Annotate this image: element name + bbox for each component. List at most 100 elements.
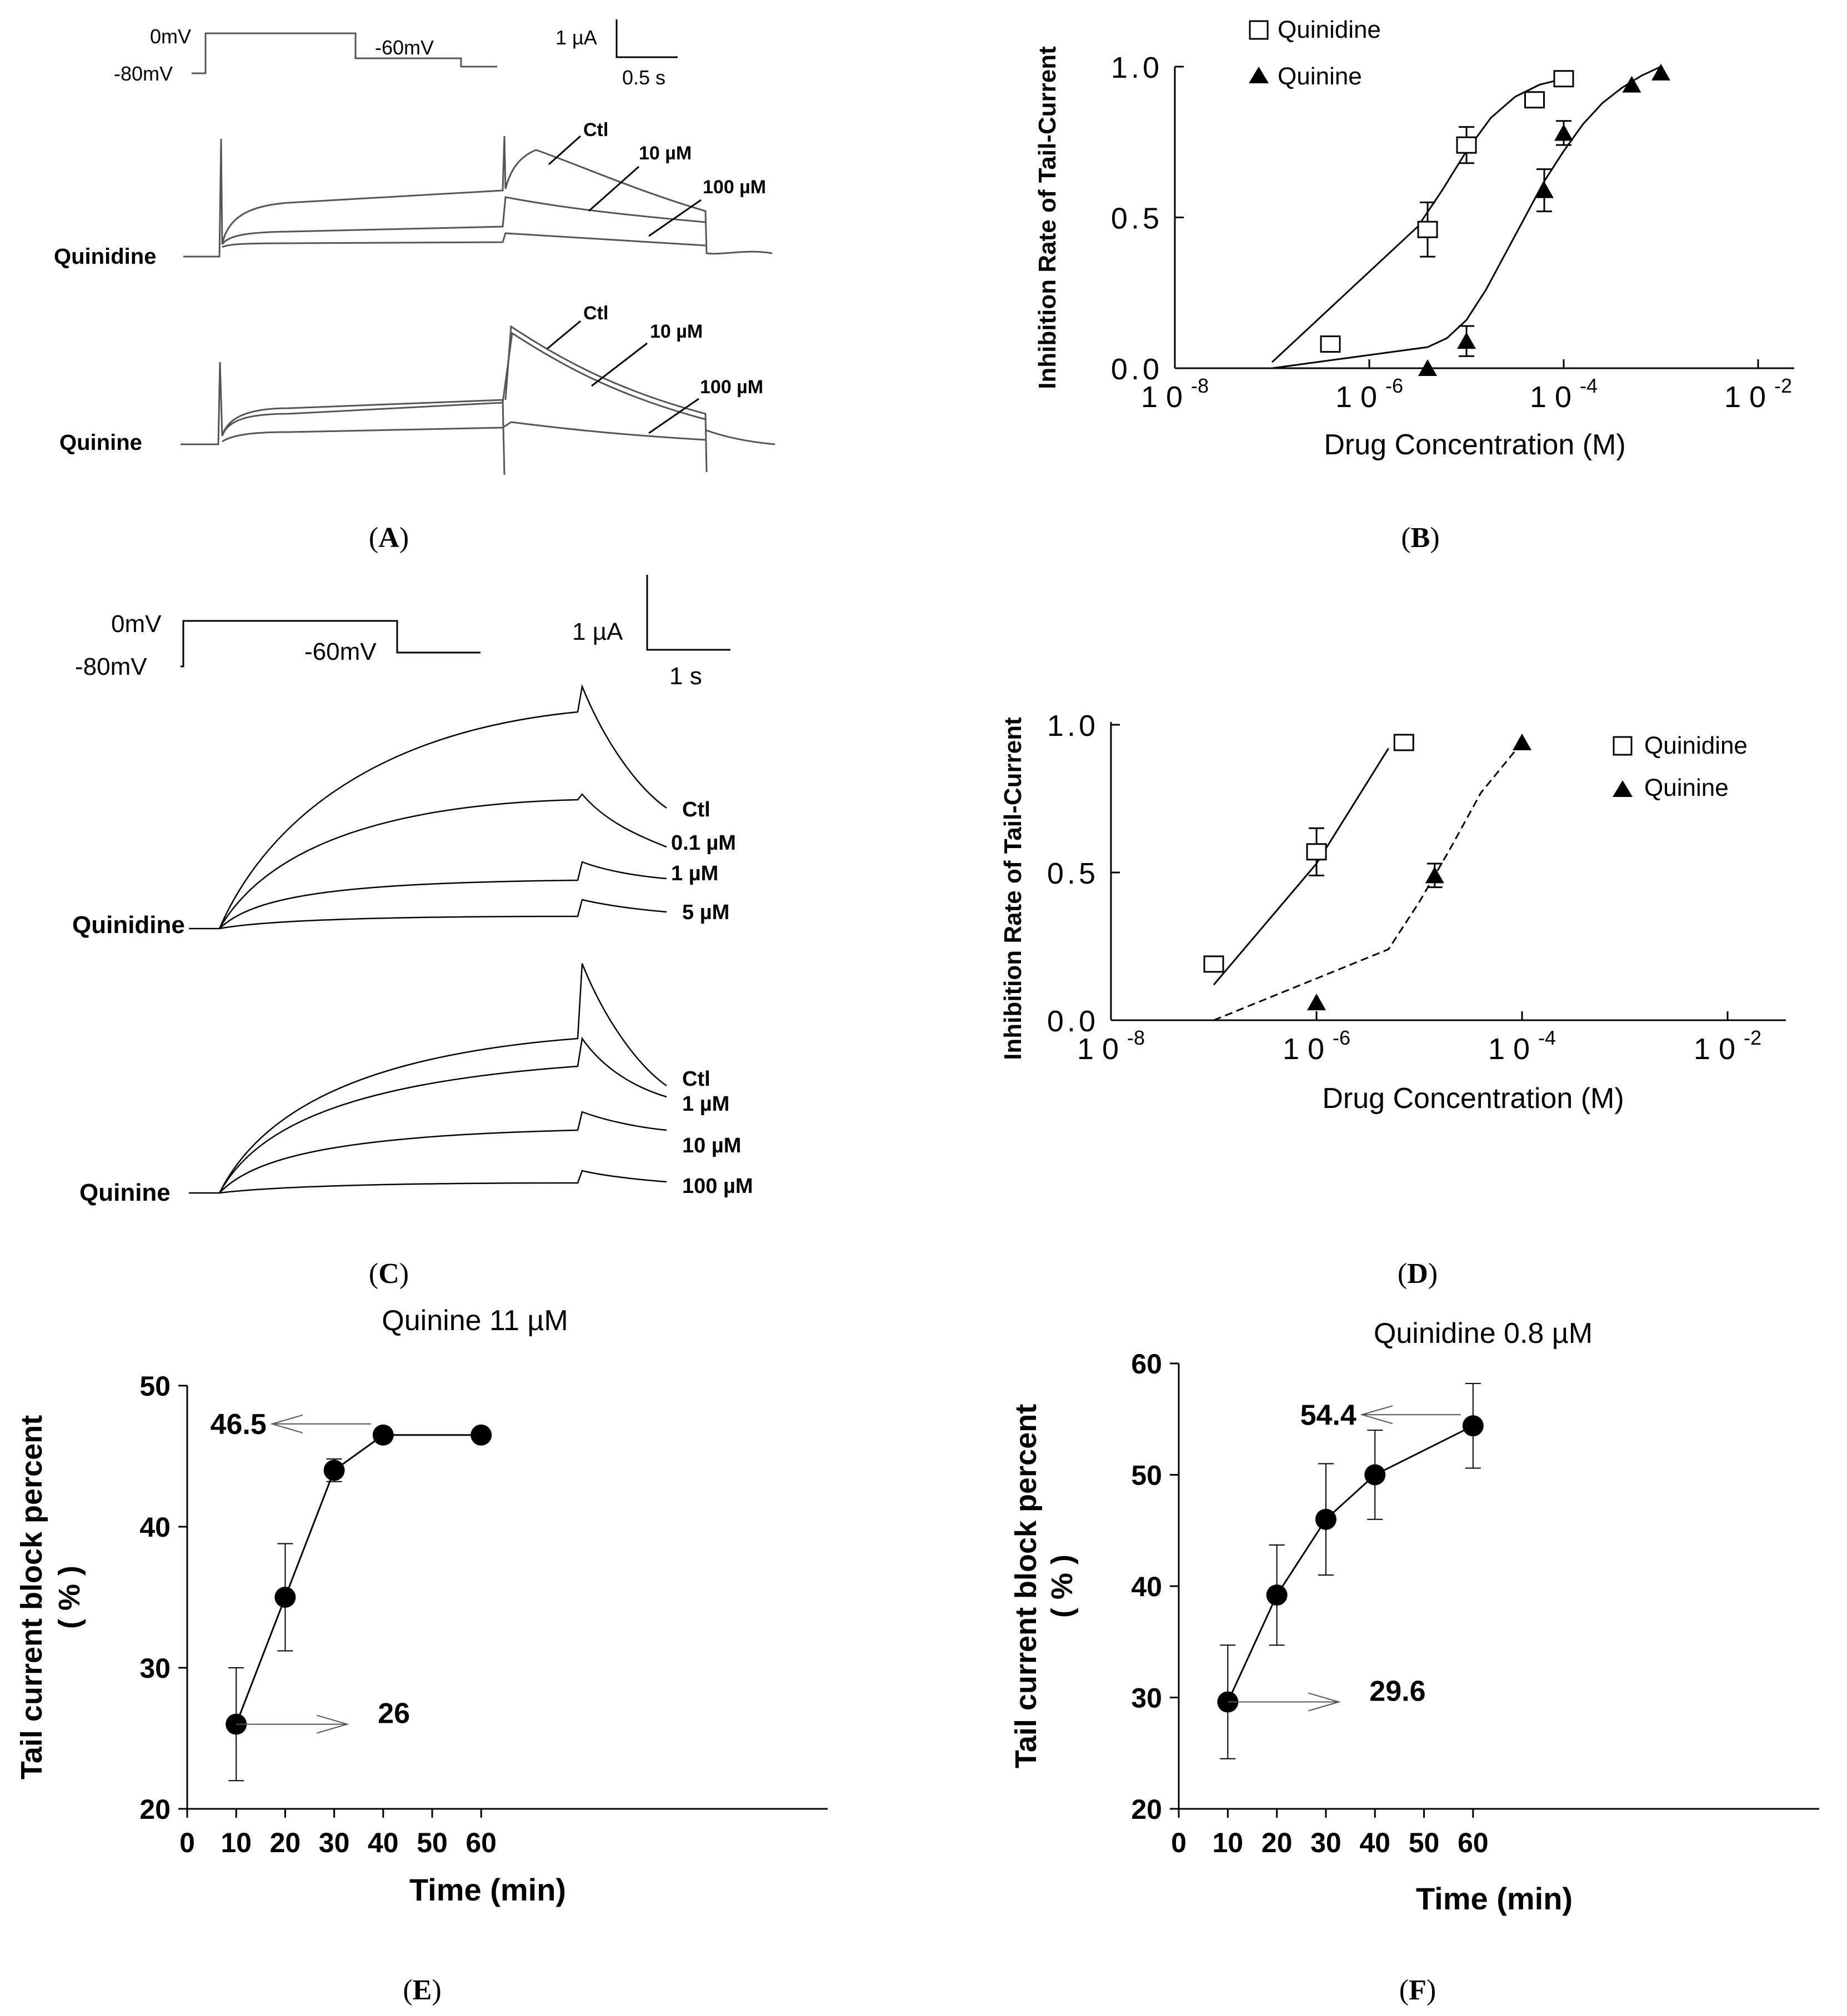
d-axes	[1110, 722, 1786, 1021]
c-scale-bar	[646, 575, 730, 651]
b-point-quinidine	[1524, 91, 1545, 109]
f-y-axis-unit: ( % )	[1045, 1554, 1079, 1618]
e-data-point	[372, 1424, 394, 1446]
b-y-axis-label: Inhibition Rate of Tail-Current	[1034, 46, 1061, 389]
a-voltage-protocol	[192, 32, 497, 74]
e-xtick-label: 50	[417, 1827, 448, 1858]
f-data-point	[1266, 1584, 1288, 1606]
f-xtick-label: 30	[1310, 1827, 1342, 1858]
a-quinidine-trace-10	[221, 196, 706, 245]
c-quinine-trace-10	[219, 1111, 667, 1193]
f-chart-title: Quinidine 0.8 µM	[1374, 1317, 1593, 1350]
b-legend-marker-quinine	[1249, 67, 1269, 83]
d-legend-label-quinine: Quinine	[1644, 774, 1729, 801]
d-point-quinidine	[1393, 734, 1414, 751]
f-ytick-label: 20	[1131, 1794, 1162, 1825]
f-ticks: 20 30 40 50 60 0 10 20 30 40 50 60	[1131, 1348, 1488, 1858]
c-quinine-label-ctl: Ctl	[682, 1067, 710, 1091]
f-y-axis-label: Tail current block percent	[1009, 1404, 1043, 1768]
b-legend-label-quinine: Quinine	[1278, 63, 1362, 90]
a-quinine-traces	[181, 325, 775, 475]
d-fit-quinine	[1213, 741, 1523, 1021]
d-xtick-exponent: -8	[1127, 1026, 1145, 1049]
e-xtick-label: 40	[368, 1827, 399, 1858]
f-data-point	[1315, 1508, 1337, 1530]
c-quinine-label-1: 1 µM	[682, 1092, 729, 1116]
b-point-quinine	[1535, 181, 1554, 198]
c-scale-current: 1 µA	[572, 618, 623, 645]
f-annotation-label: 29.6	[1369, 1676, 1425, 1708]
f-series-line	[1227, 1425, 1474, 1703]
b-point-quinidine	[1320, 335, 1341, 353]
b-legend-label-quinidine: Quinidine	[1278, 16, 1381, 43]
f-xtick-label: 60	[1458, 1827, 1489, 1858]
f-marks: 29.6 54.4	[1217, 1383, 1484, 1759]
c-quinine-trace-1	[218, 1036, 667, 1193]
a-quinidine-arrow-ctl	[548, 135, 582, 166]
e-ytick-label: 20	[139, 1794, 171, 1825]
b-marks	[1271, 63, 1670, 376]
a-quinidine-label-100: 100 µM	[703, 177, 766, 198]
d-x-axis-label: Drug Concentration (M)	[1322, 1082, 1624, 1115]
a-quinidine-label-ctl: Ctl	[583, 119, 608, 141]
e-y-axis-label: Tail current block percent	[15, 1415, 48, 1779]
d-xtick-label: 1 0 -2	[1694, 1026, 1761, 1066]
f-x-axis-label: Time (min)	[1416, 1881, 1573, 1916]
a-quinine-trace-10	[221, 332, 706, 437]
b-ytick-label: 0.0	[1111, 353, 1163, 386]
a-quinine-label-ctl: Ctl	[583, 303, 608, 324]
a-quinine-label-100: 100 µM	[700, 377, 763, 398]
d-legend-label-quinidine: Quinidine	[1644, 732, 1748, 759]
b-ytick-label: 1.0	[1111, 51, 1163, 84]
b-xtick-label: 1 0 -2	[1724, 374, 1792, 414]
panel-e-chart: Quinine 11 µM 20 30 40 50 0 10 20 30 40 50 60 26 46…	[15, 1305, 828, 2006]
d-xtick-exponent: -2	[1744, 1026, 1761, 1049]
c-quinidine-label: Quinidine	[72, 911, 185, 939]
c-quinine-label-10: 10 µM	[682, 1134, 741, 1157]
f-xtick-label: 20	[1262, 1827, 1293, 1858]
d-point-quinidine	[1306, 843, 1327, 861]
b-ytick-label: 0.5	[1111, 202, 1163, 235]
d-ticks: 0.0 0.5 1.0 1 0 -8 1 0 -6 1 0 -4 1 0 -2	[1047, 709, 1761, 1066]
d-legend-marker-quinidine	[1613, 736, 1633, 756]
e-xtick-label: 10	[221, 1827, 252, 1858]
c-quinidine-label-5: 5 µM	[682, 901, 729, 924]
f-xtick-label: 50	[1409, 1827, 1440, 1858]
panel-a: 0mV -80mV -60mV 1 µA 0.5 s Quinidine Ctl…	[54, 19, 775, 554]
b-point-quinidine	[1417, 220, 1438, 238]
a-caption: (A)	[369, 522, 409, 554]
d-ytick-label: 1.0	[1047, 709, 1099, 743]
e-series-line	[235, 1434, 482, 1725]
e-ytick-label: 50	[139, 1371, 171, 1402]
b-point-quinidine	[1456, 136, 1477, 154]
b-point-quinidine	[1553, 70, 1574, 88]
c-voltage-protocol	[181, 620, 480, 668]
e-data-point	[274, 1587, 296, 1608]
c-step-voltage: 0mV	[111, 610, 162, 638]
e-chart-title: Quinine 11 µM	[382, 1305, 568, 1337]
a-quinine-label-10: 10 µM	[650, 321, 703, 342]
panel-c: 0mV -80mV -60mV 1 µA 1 s Quinidine Ctl 0…	[72, 575, 753, 1290]
a-step-voltage: 0mV	[150, 25, 191, 48]
a-quinine-label: Quinine	[59, 430, 142, 455]
a-quinidine-trace-ctl	[183, 136, 773, 258]
c-quinidine-label-01: 0.1 µM	[671, 831, 736, 855]
a-hold-voltage: -80mV	[114, 62, 173, 85]
b-xtick-exponent: -6	[1385, 374, 1403, 397]
d-ytick-label: 0.0	[1047, 1005, 1099, 1038]
f-ytick-label: 60	[1131, 1348, 1162, 1380]
d-fit-quinidine	[1213, 748, 1389, 986]
c-quinine-traces	[189, 963, 667, 1194]
d-xtick-label: 1 0 -4	[1488, 1026, 1556, 1066]
b-fit-quinidine	[1271, 78, 1564, 363]
f-annotation-arrowhead	[1308, 1692, 1341, 1712]
c-quinine-trace-100	[189, 1170, 667, 1194]
e-ytick-label: 40	[139, 1512, 171, 1543]
c-quinine-label: Quinine	[79, 1179, 171, 1206]
e-annotation-label: 46.5	[211, 1408, 267, 1441]
d-xtick-label: 1 0 -8	[1077, 1026, 1145, 1066]
b-point-quinine	[1651, 63, 1670, 81]
e-x-axis-label: Time (min)	[409, 1872, 566, 1907]
a-quinidine-traces	[183, 136, 773, 258]
f-data-point	[1462, 1415, 1484, 1437]
